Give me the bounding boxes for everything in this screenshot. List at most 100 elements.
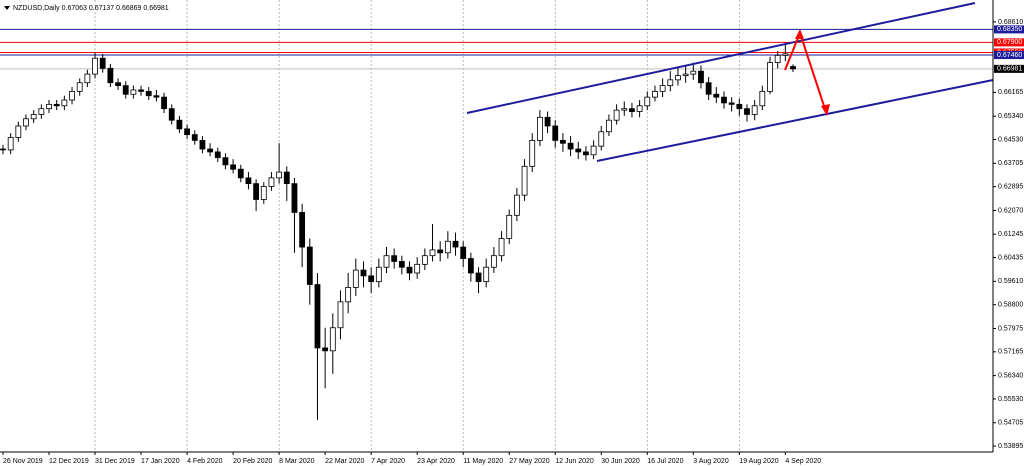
candle-body	[437, 249, 444, 254]
candle-body	[698, 70, 704, 84]
candle-body	[107, 67, 114, 84]
y-tick-label: 0.57975	[998, 325, 1023, 332]
candle-body	[375, 266, 382, 283]
x-tick-label: 19 Aug 2020	[739, 458, 778, 465]
candle-body	[529, 139, 536, 167]
candle-body	[268, 177, 275, 187]
x-tick-label: 8 Mar 2020	[279, 458, 315, 465]
y-tick-label: 0.61245	[998, 231, 1023, 238]
price-level-box	[994, 64, 1024, 73]
candle-body	[61, 99, 68, 107]
candle-body	[751, 105, 758, 115]
y-tick-label: 0.58800	[998, 302, 1023, 309]
candle-body	[736, 103, 743, 110]
x-tick-label: 20 Feb 2020	[233, 458, 272, 465]
candle-body	[460, 246, 467, 259]
candle-body	[560, 139, 566, 144]
candle-body	[115, 82, 121, 87]
candle-body	[659, 85, 666, 92]
x-tick-label: 23 Apr 2020	[417, 458, 455, 465]
arrow-head	[795, 29, 804, 39]
y-tick-label: 0.54705	[998, 420, 1023, 427]
price-level-label: 0.66981	[997, 66, 1022, 73]
candle-body	[207, 148, 213, 153]
candle-body	[337, 301, 344, 329]
x-tick-label: 16 Jul 2020	[647, 458, 683, 465]
candle-body	[99, 57, 106, 69]
candle-body	[15, 125, 22, 138]
candle-body	[237, 168, 244, 179]
x-tick-label: 7 Apr 2020	[371, 458, 405, 465]
candle-body	[276, 171, 283, 179]
x-tick-label: 12 Dec 2019	[49, 458, 89, 465]
candle-body	[690, 70, 697, 75]
candle-body	[38, 108, 45, 115]
candle-body	[53, 103, 60, 107]
candle-body	[122, 85, 129, 95]
y-tick-label: 0.66165	[998, 89, 1023, 96]
y-tick-label: 0.68610	[998, 19, 1023, 26]
trend-line	[466, 2, 976, 114]
candle-body	[575, 148, 582, 153]
y-tick-label: 0.53895	[998, 443, 1023, 450]
candle-body	[314, 284, 321, 349]
candle-body	[391, 255, 398, 262]
y-tick-label: 0.56340	[998, 372, 1023, 379]
x-tick-label: 12 Jun 2020	[555, 458, 594, 465]
candle-body	[368, 275, 375, 283]
grid-layer	[94, 0, 740, 452]
candle-body	[0, 148, 6, 151]
y-tick-label: 0.63705	[998, 160, 1023, 167]
candle-body	[245, 177, 252, 185]
menu-icon	[4, 6, 10, 10]
candle-body	[199, 139, 206, 150]
candle-body	[421, 255, 428, 265]
candle-body	[590, 145, 597, 156]
axes-layer: 0.68610 0.66165 0.65340 0.64530 0.63705 0.628…	[2, 19, 1024, 465]
x-tick-label: 3 Aug 2020	[693, 458, 729, 465]
candle-body	[383, 255, 390, 268]
candle-body	[629, 108, 635, 112]
candle-body	[483, 266, 490, 283]
x-tick-label: 4 Sep 2020	[785, 458, 821, 465]
y-tick-label: 0.64530	[998, 136, 1023, 143]
candle-body	[537, 116, 543, 141]
candle-body	[23, 118, 29, 127]
candle-body	[145, 90, 152, 97]
candle-body	[30, 114, 37, 120]
x-tick-label: 26 Nov 2019	[3, 458, 43, 465]
candle-body	[513, 194, 520, 216]
x-tick-label: 17 Jan 2020	[141, 458, 180, 465]
y-tick-label: 0.60435	[998, 254, 1023, 261]
candle-body	[621, 108, 628, 111]
levels-layer	[0, 28, 993, 70]
y-tick-label: 0.55530	[998, 396, 1023, 403]
x-tick-label: 22 Mar 2020	[325, 458, 364, 465]
x-tick-label: 30 Jun 2020	[601, 458, 640, 465]
candle-body	[544, 116, 551, 127]
candle-body	[652, 90, 658, 98]
x-tick-label: 4 Feb 2020	[187, 458, 223, 465]
candle-body	[444, 240, 451, 254]
candle-body	[414, 263, 421, 274]
candles-layer	[0, 42, 796, 421]
candle-body	[782, 53, 789, 56]
candle-body	[705, 82, 712, 95]
candle-body	[306, 246, 313, 285]
price-level-label: 0.68350	[997, 26, 1022, 33]
candle-body	[329, 327, 336, 352]
candle-body	[130, 89, 137, 95]
candle-body	[721, 96, 727, 104]
candle-body	[299, 212, 306, 248]
candle-body	[230, 164, 237, 170]
candle-body	[682, 73, 689, 76]
candle-body	[168, 108, 175, 121]
y-tick-label: 0.65340	[998, 113, 1023, 120]
candle-body	[759, 90, 766, 107]
candle-body	[728, 102, 735, 105]
candle-body	[675, 75, 681, 81]
candle-body	[345, 287, 352, 303]
candle-body	[184, 128, 190, 136]
candle-body	[7, 137, 14, 151]
